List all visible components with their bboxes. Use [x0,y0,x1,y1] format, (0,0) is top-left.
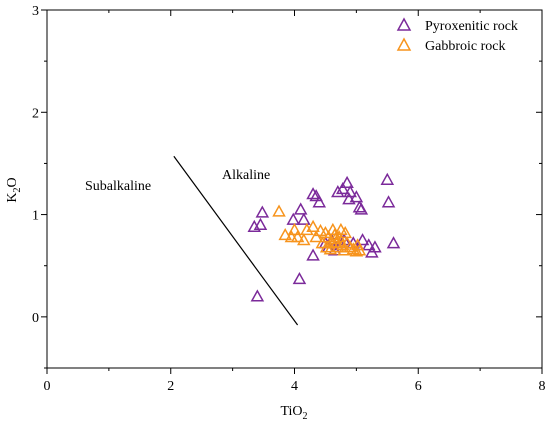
data-point-triangle [309,230,323,243]
x-tick-label: 2 [167,379,174,394]
data-point-triangle [386,236,401,249]
legend-item-pyroxenitic: Pyroxenitic rock [396,17,518,34]
boundary-line [173,155,299,326]
x-tick-label: 8 [539,379,546,394]
data-points [247,172,401,302]
data-point-triangle [335,181,350,195]
y-axis-title-tail: O [5,177,20,187]
data-point-triangle [352,243,367,256]
axis-ticks: 0 2 4 6 8 0 1 2 3 [32,4,546,394]
data-point-triangle [323,242,338,255]
data-point-triangle [306,187,320,200]
data-point-triangle [306,248,320,261]
data-point-triangle [380,172,395,185]
x-tick-label: 6 [415,379,422,394]
data-point-triangle [365,245,379,258]
y-tick-label: 3 [32,4,39,19]
data-point-triangle [331,240,345,253]
data-point-triangle [306,219,320,232]
data-point-triangle [338,225,353,239]
y-axis-title: K2O [5,177,23,202]
legend-item-gabbroic: Gabbroic rock [396,37,505,54]
data-point-triangle [329,236,344,249]
subalkaline-label: Subalkaline [85,179,151,194]
y-tick-label: 0 [32,311,39,326]
data-point-triangle [319,240,334,253]
legend: Pyroxenitic rock Gabbroic rock [396,17,518,54]
data-point-triangle [255,205,270,218]
x-axis-title: TiO2 [280,404,307,422]
x-axis-title-subscript: 2 [303,411,308,422]
data-point-triangle [381,195,396,208]
data-point-triangle [297,233,311,246]
data-point-triangle [286,212,301,225]
data-point-triangle [340,175,354,189]
data-point-triangle [292,271,307,285]
data-point-triangle [331,185,345,198]
alkaline-label: Alkaline [222,168,270,183]
data-point-triangle [313,223,328,237]
data-point-triangle [354,202,369,215]
data-point-triangle [361,238,376,251]
y-axis-title-main: K [5,193,20,203]
data-point-triangle [297,212,311,225]
y-tick-label: 2 [32,106,39,121]
data-point-triangle [290,230,305,243]
data-point-triangle [328,232,343,245]
data-point-triangle [293,202,308,215]
data-point-triangle [335,238,350,251]
data-point-triangle [253,217,268,230]
legend-marker-pyroxenitic [396,17,412,31]
data-point-triangle [250,289,265,302]
data-point-triangle [349,244,364,257]
x-tick-label: 0 [44,379,51,394]
legend-label-pyroxenitic: Pyroxenitic rock [425,19,518,34]
data-point-triangle [272,204,286,217]
series-gabbroic [272,204,367,257]
x-axis-title-main: TiO [280,404,302,419]
y-axis-title-subscript: 2 [12,188,23,193]
y-tick-label: 1 [32,209,39,224]
legend-label-gabbroic: Gabbroic rock [425,39,505,54]
data-point-triangle [278,227,292,241]
data-point-triangle [349,190,364,203]
data-point-triangle [346,242,361,255]
data-point-triangle [312,195,327,208]
data-point-triangle [300,222,314,236]
legend-marker-gabbroic [396,37,412,51]
data-point-triangle [287,222,302,236]
data-point-triangle [355,233,370,246]
x-tick-label: 4 [291,379,298,394]
data-point-triangle [309,189,323,202]
data-point-triangle [337,243,351,256]
data-point-triangle [315,236,330,249]
